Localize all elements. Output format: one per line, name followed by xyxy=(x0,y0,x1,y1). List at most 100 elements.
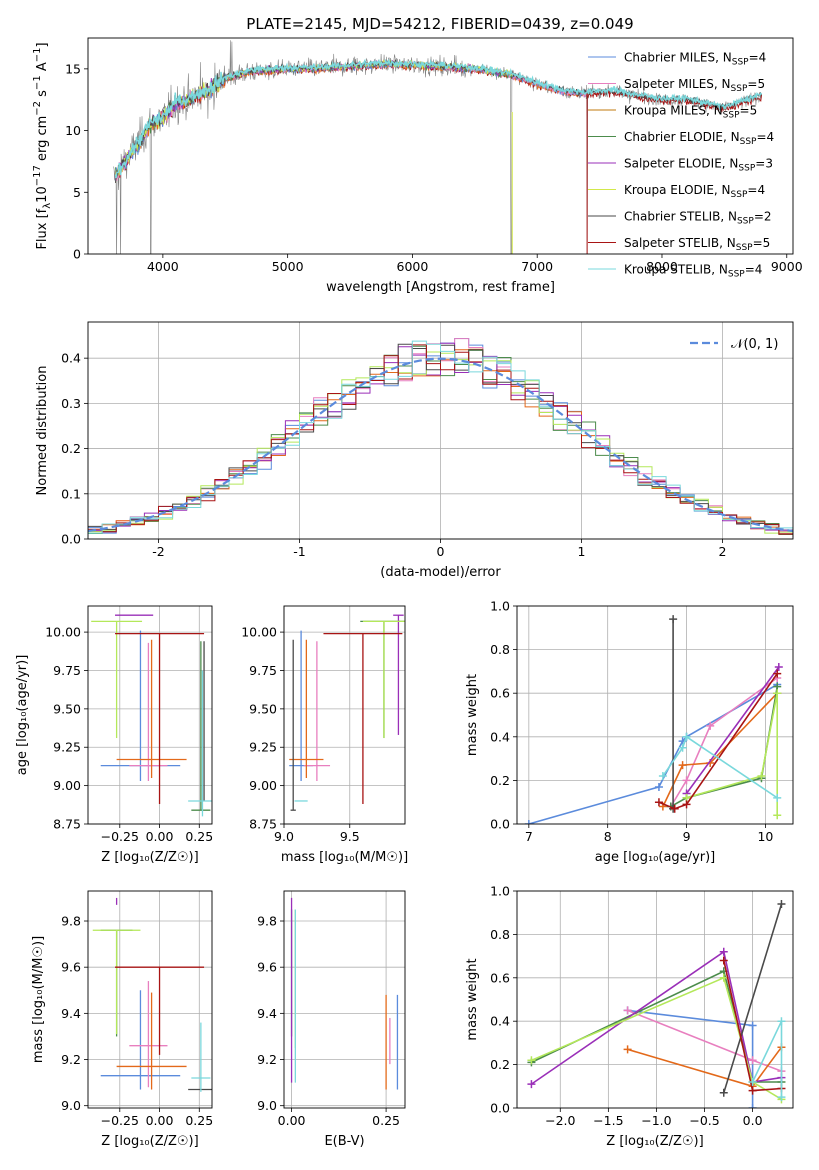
weight-marker xyxy=(682,732,691,741)
legend-sub: SSP xyxy=(731,84,748,94)
y-axis-label: mass weight xyxy=(465,958,480,1040)
x-tick-label: −1.0 xyxy=(641,1113,671,1128)
legend-label: Salpeter ELODIE, NSSP=3 xyxy=(624,157,773,174)
y-tick-label: 9.25 xyxy=(53,740,81,755)
spectrum-axes: 4000 5000 6000 7000 8000 9000 0 5 10 15 wavelength… xyxy=(32,37,803,295)
y-tick-label: 9.8 xyxy=(61,914,81,929)
y-tick-label: 9.75 xyxy=(53,663,81,678)
y-label-part: ] xyxy=(35,42,50,47)
legend: 𝒩(0, 1) xyxy=(690,337,778,352)
y-axis-label: mass [log₁₀(M/M☉)] xyxy=(31,936,46,1063)
weight-marker xyxy=(669,615,678,624)
x-tick-label: 0.0 xyxy=(743,1113,763,1128)
plot-area xyxy=(527,900,786,1108)
errorbar-kroupa-elodie xyxy=(362,620,405,739)
errorbar-salpeter-miles xyxy=(129,642,168,782)
legend-sub: SSP xyxy=(736,243,753,253)
y-tick-label: 8.75 xyxy=(249,817,277,832)
weight-chabrier-stelib xyxy=(719,900,786,1097)
weight-marker xyxy=(719,973,728,982)
axes-frame xyxy=(516,605,794,825)
y-label-part: −17 xyxy=(32,165,43,186)
plot-area xyxy=(113,40,763,254)
x-tick-label: -1 xyxy=(293,544,305,559)
weight-marker xyxy=(527,1056,536,1065)
x-tick-label: -2 xyxy=(152,544,164,559)
weight-salpeter-stelib xyxy=(654,669,782,813)
axes-frame xyxy=(87,890,213,1109)
weight-marker xyxy=(773,793,782,802)
weight-chabrier-elodie xyxy=(666,682,782,811)
y-label-part: A xyxy=(35,62,50,75)
legend-label: Chabrier STELIB, NSSP=2 xyxy=(624,210,772,227)
legend-value: =3 xyxy=(755,157,773,171)
weight-marker xyxy=(706,721,715,730)
legend-value: =4 xyxy=(749,51,767,65)
plot-area xyxy=(91,614,212,817)
y-tick-label: 0.3 xyxy=(61,396,81,411)
x-axis-label: wavelength [Angstrom, rest frame] xyxy=(326,280,555,295)
y-tick-label: 10 xyxy=(65,123,81,138)
model-spectrum-kroupa-elodie xyxy=(115,59,513,177)
y-tick-label: 5 xyxy=(73,185,81,200)
plot-area xyxy=(290,897,399,1090)
axes-frame xyxy=(87,605,213,825)
y-tick-label: 9.0 xyxy=(257,1098,277,1113)
y-tick-label: 0.2 xyxy=(61,441,81,456)
y-tick-label: 0.8 xyxy=(490,642,510,657)
weight-marker xyxy=(774,663,783,672)
x-tick-label: 4000 xyxy=(147,259,179,274)
legend-value: =5 xyxy=(740,104,758,118)
legend-label: Kroupa ELODIE, NSSP=4 xyxy=(624,183,765,200)
weight-line xyxy=(662,735,778,799)
y-axis-label: Flux [fλ10−17 erg cm−2 s−1 A−1] xyxy=(32,42,53,249)
data-spectrum-line xyxy=(113,40,762,254)
legend-label: Kroupa STELIB, NSSP=4 xyxy=(624,263,762,280)
errorbar-kroupa-elodie xyxy=(91,620,143,739)
x-tick-label: 8000 xyxy=(646,259,678,274)
y-label-part: −1 xyxy=(32,75,43,90)
model-spectrum-salpeter-elodie xyxy=(115,59,513,178)
weight-marker xyxy=(777,1017,786,1026)
y-tick-label: 9.50 xyxy=(249,701,277,716)
weight-marker xyxy=(748,1077,757,1086)
y-tick-label: 9.4 xyxy=(257,1006,277,1021)
y-tick-label: 9.6 xyxy=(61,960,81,975)
legend-value: =5 xyxy=(747,77,765,91)
y-tick-label: 9.6 xyxy=(257,960,277,975)
legend-name: Chabrier ELODIE, N xyxy=(624,130,740,144)
y-tick-label: 0.1 xyxy=(61,486,81,501)
x-tick-label: 0 xyxy=(437,544,445,559)
axes-frame xyxy=(283,890,406,1109)
age_vs_mass-axes: 9.0 9.5 8.75 9.00 9.25 9.50 9.75 10.00 mass [log… xyxy=(241,605,408,865)
weight-line xyxy=(670,677,778,808)
model-spectrum-chabrier-elodie xyxy=(115,60,513,178)
weight-marker xyxy=(658,772,667,781)
y-tick-label: 9.00 xyxy=(53,778,81,793)
errorbar-salpeter-stelib xyxy=(115,966,205,1055)
legend-label: 𝒩(0, 1) xyxy=(731,337,778,352)
plot-area xyxy=(289,614,405,811)
y-tick-label: 1.0 xyxy=(490,884,510,899)
x-axis-label: E(B-V) xyxy=(324,1134,364,1149)
x-axis-label: Z [log₁₀(Z/Z☉)] xyxy=(606,1134,703,1149)
errorbar-kroupa-miles xyxy=(116,992,187,1090)
x-axis-label: mass [log₁₀(M/M☉)] xyxy=(281,850,408,865)
y-tick-label: 0.0 xyxy=(490,817,510,832)
x-tick-label: 9.0 xyxy=(274,829,294,844)
legend-sub: SSP xyxy=(740,137,757,147)
legend-label: Chabrier ELODIE, NSSP=4 xyxy=(624,130,774,147)
y-tick-label: 9.4 xyxy=(61,1006,81,1021)
weight-marker xyxy=(682,776,691,785)
legend-label: Salpeter MILES, NSSP=5 xyxy=(624,77,765,94)
weight-marker xyxy=(773,689,782,698)
y-tick-label: 9.00 xyxy=(249,778,277,793)
x-tick-label: 0.25 xyxy=(185,1113,213,1128)
weight-marker xyxy=(682,800,691,809)
legend-value: =2 xyxy=(754,210,772,224)
plot-area xyxy=(524,615,783,824)
plot-layer: 4000 5000 6000 7000 8000 9000051015wavelength… xyxy=(15,37,803,1149)
legend-name: Chabrier STELIB, N xyxy=(624,210,737,224)
weight-marker xyxy=(777,900,786,909)
